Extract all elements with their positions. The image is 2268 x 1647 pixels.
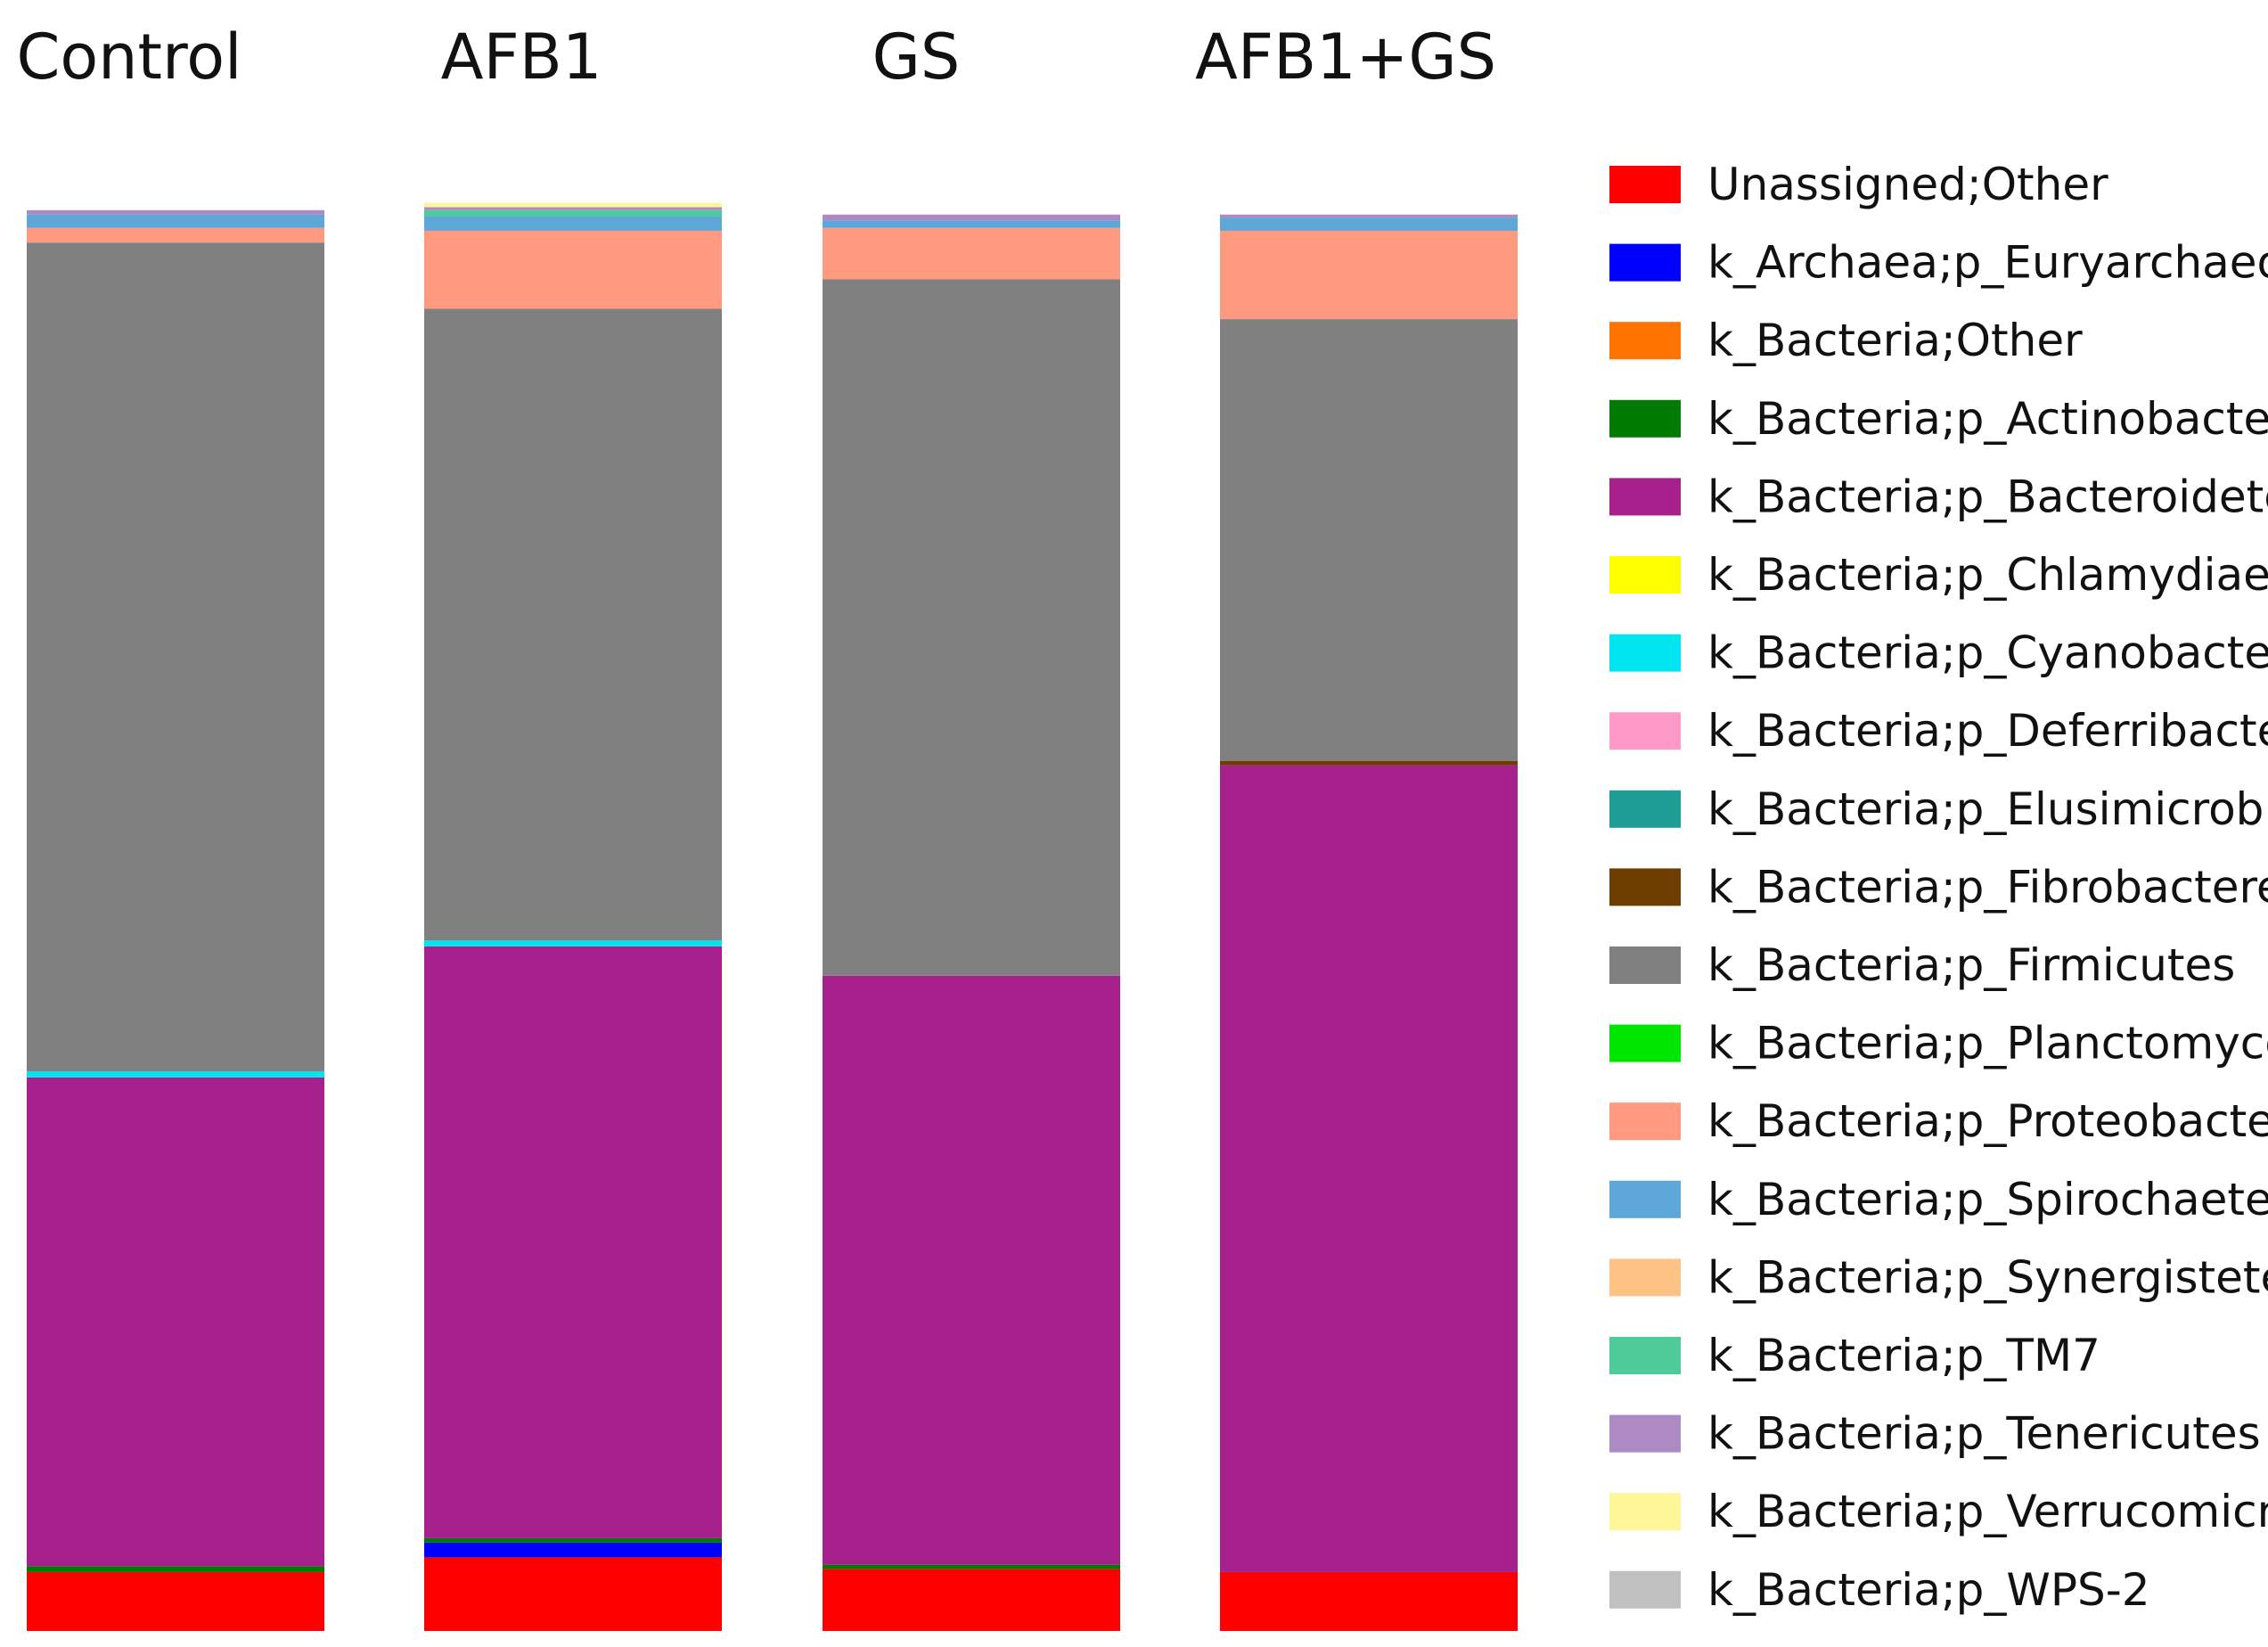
legend-label-unassigned-other: Unassigned;Other <box>1707 159 2108 210</box>
legend-label-k-bacteria-p-bacteroidetes: k_Bacteria;p_Bacteroidetes <box>1707 471 2268 522</box>
legend-swatch-k-bacteria-p-cyanobacteria <box>1609 634 1681 672</box>
legend-swatch-unassigned-other <box>1609 166 1681 203</box>
legend-swatch-k-bacteria-p-wps-2 <box>1609 1570 1681 1609</box>
legend-label-k-bacteria-p-spirochaetes: k_Bacteria;p_Spirochaetes <box>1707 1174 2268 1225</box>
legend-label-k-bacteria-p-fibrobacteres: k_Bacteria;p_Fibrobacteres <box>1707 861 2268 913</box>
bar-segment-gs-k-bacteria-p-tenericutes <box>823 214 1120 221</box>
legend-label-k-bacteria-p-proteobacteria: k_Bacteria;p_Proteobacteria <box>1707 1095 2268 1147</box>
category-label-gs: GS <box>872 20 961 94</box>
legend-swatch-k-bacteria-p-firmicutes <box>1609 946 1681 984</box>
bar-segment-control-k-bacteria-p-firmicutes <box>27 242 324 1072</box>
bar-segment-afb1-k-bacteria-p-tenericutes <box>424 207 722 210</box>
legend-label-k-bacteria-p-firmicutes: k_Bacteria;p_Firmicutes <box>1707 939 2235 991</box>
legend-swatch-k-bacteria-p-tm7 <box>1609 1337 1681 1374</box>
bar-segment-afb1-gs-k-bacteria-p-proteobacteria <box>1220 230 1518 320</box>
bar-segment-afb1-k-bacteria-p-cyanobacteria <box>424 940 722 946</box>
bars-group <box>27 202 1518 1631</box>
legend-label-k-bacteria-other: k_Bacteria;Other <box>1707 315 2083 366</box>
bar-segment-control-unassigned-other <box>27 1571 324 1631</box>
legend-swatch-k-bacteria-p-deferribacteres <box>1609 712 1681 750</box>
legend-swatch-k-bacteria-p-tenericutes <box>1609 1414 1681 1453</box>
bar-segment-gs-k-bacteria-p-actinobacteria <box>823 1564 1120 1569</box>
legend-swatch-k-bacteria-p-fibrobacteres <box>1609 868 1681 906</box>
legend-swatch-k-bacteria-p-verrucomicrobia <box>1609 1493 1681 1531</box>
category-label-afb1: AFB1 <box>441 20 602 94</box>
legend-label-k-bacteria-p-tenericutes: k_Bacteria;p_Tenericutes <box>1707 1408 2261 1460</box>
bar-segment-control-k-bacteria-p-bacteroidetes <box>27 1077 324 1567</box>
legend-swatch-k-bacteria-p-proteobacteria <box>1609 1102 1681 1141</box>
legend-label-k-bacteria-p-synergistetes: k_Bacteria;p_Synergistetes <box>1707 1251 2268 1303</box>
legend-label-k-archaea-p-euryarchaeota: k_Archaea;p_Euryarchaeota <box>1707 237 2268 289</box>
legend-swatch-k-bacteria-p-elusimicrobia <box>1609 790 1681 828</box>
legend-label-k-bacteria-p-tm7: k_Bacteria;p_TM7 <box>1707 1330 2100 1381</box>
bar-segment-gs-unassigned-other <box>823 1569 1120 1631</box>
bar-segment-afb1-gs-unassigned-other <box>1220 1571 1518 1631</box>
category-label-afb1-gs: AFB1+GS <box>1195 20 1496 94</box>
legend-label-k-bacteria-p-actinobacteria: k_Bacteria;p_Actinobacteria <box>1707 393 2268 445</box>
bar-segment-afb1-k-bacteria-p-tm7 <box>424 209 722 217</box>
legend-label-k-bacteria-p-wps-2: k_Bacteria;p_WPS-2 <box>1707 1564 2150 1616</box>
bar-segment-control-k-bacteria-p-cyanobacteria <box>27 1071 324 1078</box>
bar-segment-afb1-k-bacteria-p-verrucomicrobia <box>424 202 722 208</box>
legend-swatch-k-bacteria-p-synergistetes <box>1609 1258 1681 1297</box>
legend-swatch-k-bacteria-p-spirochaetes <box>1609 1180 1681 1218</box>
legend: Unassigned;Other k_Archaea;p_Euryarchaeot… <box>1609 159 2268 1616</box>
legend-swatch-k-bacteria-p-bacteroidetes <box>1609 478 1681 516</box>
bar-segment-afb1-gs-k-bacteria-p-firmicutes <box>1220 319 1518 761</box>
legend-swatch-k-bacteria-p-chlamydiae <box>1609 556 1681 594</box>
legend-swatch-k-archaea-p-euryarchaeota <box>1609 243 1681 282</box>
bar-segment-control-k-bacteria-p-tenericutes <box>27 209 324 215</box>
legend-label-k-bacteria-p-deferribacteres: k_Bacteria;p_Deferribacteres <box>1707 705 2268 757</box>
bar-segment-afb1-k-bacteria-p-actinobacteria <box>424 1537 722 1543</box>
bar-segment-afb1-k-bacteria-p-proteobacteria <box>424 230 722 309</box>
legend-label-k-bacteria-p-cyanobacteria: k_Bacteria;p_Cyanobacteria <box>1707 627 2268 679</box>
bar-segment-afb1-k-bacteria-p-spirochaetes <box>424 216 722 231</box>
bar-segment-gs-k-bacteria-p-proteobacteria <box>823 227 1120 280</box>
bar-segment-afb1-k-archaea-p-euryarchaeota <box>424 1542 722 1558</box>
bar-segment-gs-k-bacteria-p-bacteroidetes <box>823 975 1120 1565</box>
bar-segment-gs-k-bacteria-p-spirochaetes <box>823 220 1120 228</box>
legend-label-k-bacteria-p-verrucomicrobia: k_Bacteria;p_Verrucomicrobia <box>1707 1486 2268 1537</box>
category-label-control: Control <box>16 20 242 94</box>
bar-segment-afb1-gs-k-bacteria-p-fibrobacteres <box>1220 760 1518 766</box>
legend-swatch-k-bacteria-other <box>1609 322 1681 360</box>
legend-swatch-k-bacteria-p-planctomycetes <box>1609 1024 1681 1062</box>
bar-segment-afb1-k-bacteria-p-bacteroidetes <box>424 946 722 1538</box>
legend-label-k-bacteria-p-elusimicrobia: k_Bacteria;p_Elusimicrobia <box>1707 783 2268 835</box>
category-labels: Control AFB1 GS AFB1+GS <box>16 20 1496 94</box>
bar-segment-afb1-unassigned-other <box>424 1557 722 1631</box>
legend-swatch-k-bacteria-p-actinobacteria <box>1609 399 1681 438</box>
legend-label-k-bacteria-p-chlamydiae: k_Bacteria;p_Chlamydiae <box>1707 549 2268 601</box>
bar-segment-control-k-bacteria-p-spirochaetes <box>27 214 324 228</box>
bar-segment-afb1-k-bacteria-p-firmicutes <box>424 308 722 941</box>
bar-segment-afb1-gs-k-bacteria-p-bacteroidetes <box>1220 765 1518 1572</box>
bar-segment-afb1-gs-k-bacteria-p-spirochaetes <box>1220 217 1518 231</box>
bar-segment-control-k-bacteria-p-proteobacteria <box>27 227 324 243</box>
bar-segment-afb1-gs-k-bacteria-p-tenericutes <box>1220 214 1518 218</box>
legend-label-k-bacteria-p-planctomycetes: k_Bacteria;p_Planctomycetes <box>1707 1018 2268 1069</box>
bar-segment-control-k-bacteria-p-actinobacteria <box>27 1566 324 1572</box>
bar-segment-gs-k-bacteria-p-firmicutes <box>823 279 1120 976</box>
